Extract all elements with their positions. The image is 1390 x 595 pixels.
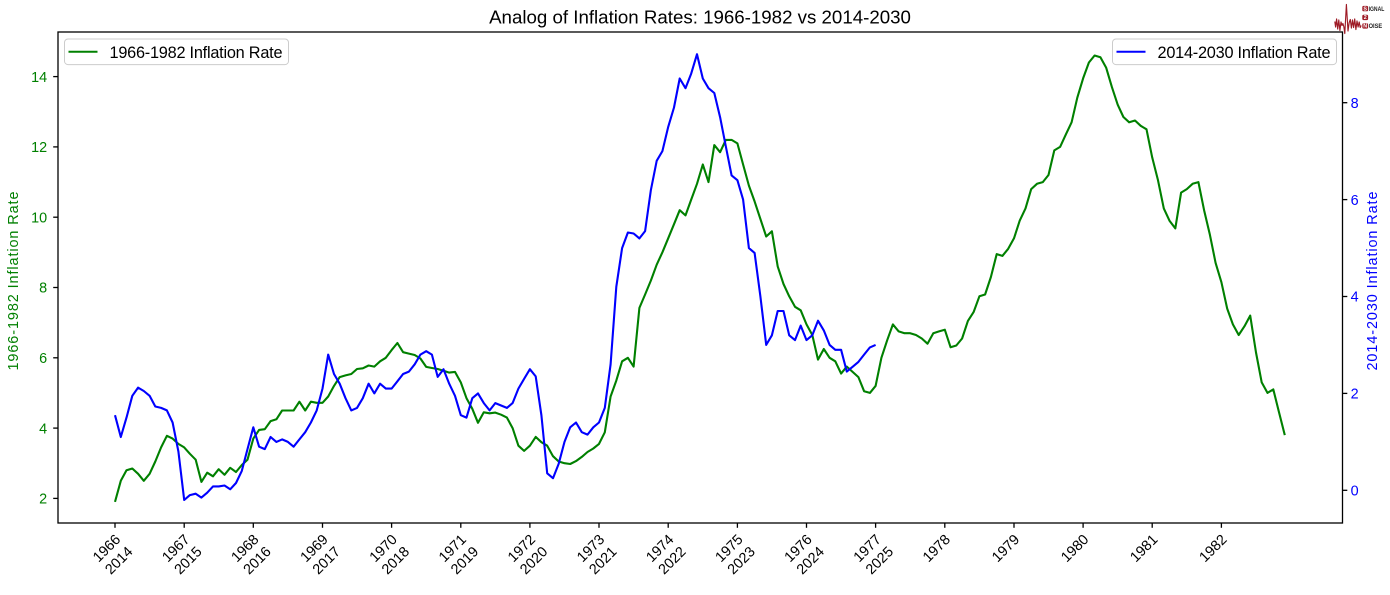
svg-text:1966-1982 Inflation Rate: 1966-1982 Inflation Rate xyxy=(6,192,22,371)
svg-text:12: 12 xyxy=(31,140,47,156)
svg-text:1966-1982 Inflation Rate: 1966-1982 Inflation Rate xyxy=(110,44,283,62)
svg-text:OISE: OISE xyxy=(1369,23,1383,30)
svg-text:6: 6 xyxy=(1351,193,1359,209)
svg-text:2014-2030 Inflation Rate: 2014-2030 Inflation Rate xyxy=(1365,192,1381,371)
svg-text:Analog of Inflation Rates: 196: Analog of Inflation Rates: 1966-1982 vs … xyxy=(489,7,911,28)
svg-text:0: 0 xyxy=(1351,484,1359,500)
svg-text:4: 4 xyxy=(1351,290,1359,306)
svg-text:S: S xyxy=(1363,6,1367,12)
svg-text:8: 8 xyxy=(39,281,47,297)
svg-text:10: 10 xyxy=(31,210,47,226)
svg-text:14: 14 xyxy=(31,70,47,86)
svg-text:2: 2 xyxy=(1364,15,1367,21)
svg-text:2: 2 xyxy=(1351,387,1359,403)
svg-text:2: 2 xyxy=(39,492,47,508)
svg-text:4: 4 xyxy=(39,421,47,437)
svg-text:8: 8 xyxy=(1351,96,1359,112)
svg-text:6: 6 xyxy=(39,351,47,367)
svg-text:IGNAL: IGNAL xyxy=(1369,6,1385,13)
svg-text:2014-2030 Inflation Rate: 2014-2030 Inflation Rate xyxy=(1158,44,1331,62)
svg-text:N: N xyxy=(1363,24,1367,30)
